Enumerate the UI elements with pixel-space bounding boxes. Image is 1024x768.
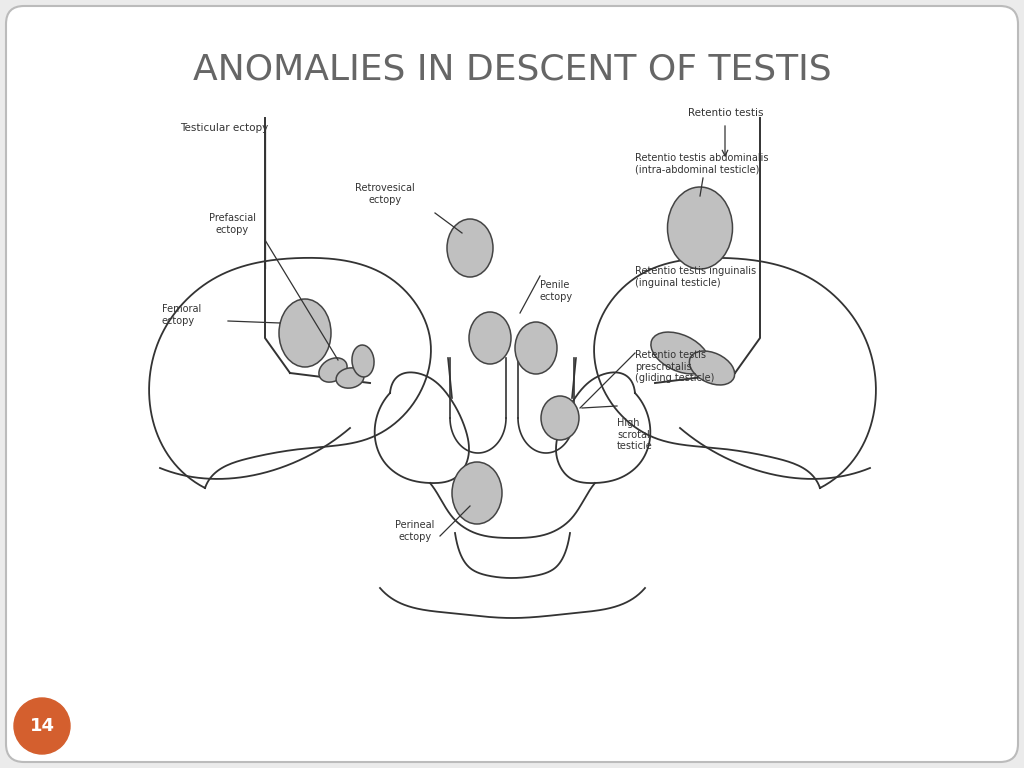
Ellipse shape [279,299,331,367]
Text: High
scrotal
testicle: High scrotal testicle [617,418,652,452]
Ellipse shape [447,219,493,277]
Ellipse shape [651,332,709,374]
Ellipse shape [452,462,502,524]
Text: Retentio testis
prescrotalis
(gliding testicle): Retentio testis prescrotalis (gliding te… [635,350,715,383]
Ellipse shape [541,396,579,440]
Text: Penile
ectopy: Penile ectopy [540,280,573,302]
Text: Femoral
ectopy: Femoral ectopy [162,304,202,326]
Text: Retentio testis: Retentio testis [688,108,764,118]
Ellipse shape [352,345,374,377]
Ellipse shape [336,368,364,388]
Text: Prefascial
ectopy: Prefascial ectopy [209,213,256,234]
Ellipse shape [515,322,557,374]
Text: 14: 14 [30,717,54,735]
Ellipse shape [318,358,347,382]
Ellipse shape [668,187,732,269]
Text: Testicular ectopy: Testicular ectopy [180,123,268,133]
Text: Retentio testis inguinalis
(inguinal testicle): Retentio testis inguinalis (inguinal tes… [635,266,756,287]
FancyBboxPatch shape [6,6,1018,762]
Text: ANOMALIES IN DESCENT OF TESTIS: ANOMALIES IN DESCENT OF TESTIS [193,53,831,87]
Ellipse shape [689,351,734,385]
Circle shape [14,698,70,754]
Text: Retrovesical
ectopy: Retrovesical ectopy [355,183,415,204]
Text: Retentio testis abdominalis
(intra-abdominal testicle): Retentio testis abdominalis (intra-abdom… [635,153,768,174]
Ellipse shape [469,312,511,364]
Text: Perineal
ectopy: Perineal ectopy [395,520,434,541]
